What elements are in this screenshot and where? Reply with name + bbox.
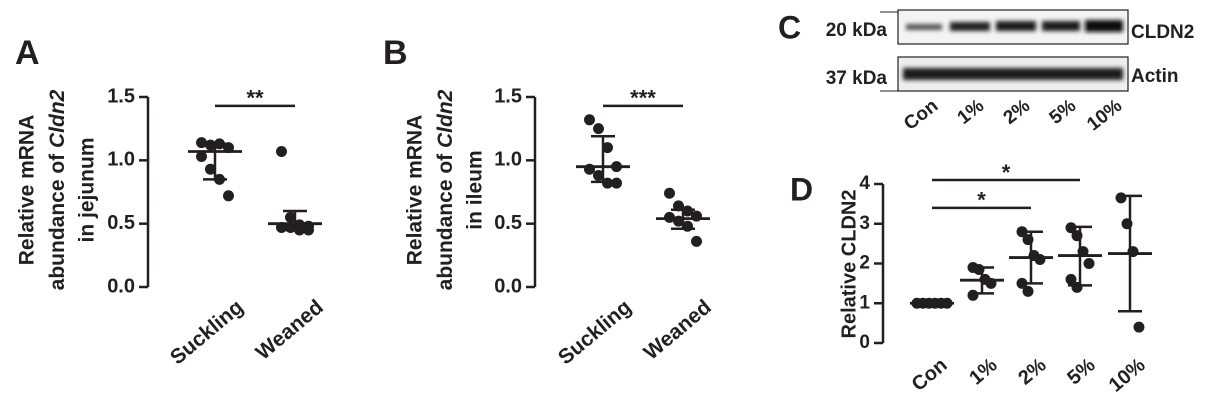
y-axis-label: in jejunum: [76, 138, 99, 243]
lane-labels: Con 1% 2% 5%10%: [900, 95, 1126, 135]
data-point: [584, 114, 595, 125]
significance-label: **: [246, 86, 264, 111]
data-point: [1023, 286, 1034, 297]
y-tick-label: 1.5: [107, 85, 135, 107]
band: [906, 24, 942, 30]
y-axis-label-part: abundance of: [434, 148, 457, 290]
data-point: [276, 146, 287, 157]
y-tick-label: 1.5: [494, 85, 522, 107]
significance-label: ***: [630, 86, 656, 111]
band: [996, 21, 1036, 31]
x-tick-label: 2%: [1014, 354, 1050, 390]
blot-bands: [903, 20, 1123, 80]
panel: A Relative mRNA abundance of Cldn2 in jejun…: [15, 34, 328, 369]
significance-label: *: [1002, 160, 1011, 185]
data-point: [611, 178, 622, 189]
y-tick-label: 0.5: [107, 212, 135, 234]
band: [1085, 20, 1123, 32]
y-axis-label-part: Cldn2: [434, 89, 457, 148]
data-point: [1035, 254, 1046, 265]
data-point: [1134, 322, 1145, 333]
protein-label: Actin: [1131, 66, 1179, 87]
x-tick-label: Weaned: [640, 295, 716, 364]
x-tick-label: Suckling: [554, 295, 636, 369]
band: [950, 22, 990, 31]
panel-letter: B: [383, 34, 408, 72]
x-tick-label: 1%: [965, 354, 1001, 390]
y-tick-label: 1.0: [107, 149, 135, 171]
lane-label: 10%: [1083, 95, 1126, 135]
y-axis-label: abundance of Cldn2: [46, 89, 69, 290]
figure: C 20 kDa 37 kDa CLDN2 Actin Con1%2%5%10%…: [0, 0, 1217, 410]
data-point: [1116, 192, 1127, 203]
panel-letter: C: [778, 9, 801, 45]
data-point: [664, 188, 675, 199]
panel-letter: D: [790, 171, 813, 207]
data-point: [968, 290, 979, 301]
protein-label: CLDN2: [1131, 22, 1194, 43]
data-point: [593, 123, 604, 134]
y-tick-label: 0.0: [494, 275, 522, 297]
marker-label: 37 kDa: [826, 68, 888, 89]
y-tick-label: 1.0: [494, 149, 522, 171]
panel-letter: A: [15, 34, 40, 72]
y-axis-label-part: Cldn2: [46, 89, 69, 148]
data-point: [1084, 258, 1095, 269]
lane-label: 1%: [954, 95, 989, 129]
y-tick-label: 2: [859, 253, 870, 274]
x-tick-label: 10%: [1105, 354, 1150, 397]
y-tick-label: 1: [859, 292, 870, 313]
data-point: [691, 236, 702, 247]
data-point: [223, 190, 234, 201]
lane-label: 5%: [1046, 95, 1081, 129]
y-axis-label: abundance of Cldn2: [434, 89, 457, 290]
lane-label: 2%: [1000, 95, 1035, 129]
lane-label: Con: [900, 95, 942, 134]
y-axis-label: Relative CLDN2: [838, 190, 860, 339]
y-axis-label-part: abundance of: [46, 148, 69, 290]
y-axis-label: in ileum: [464, 150, 487, 229]
band: [903, 68, 1123, 80]
y-tick-label: 3: [859, 213, 870, 234]
y-tick-label: 4: [859, 173, 870, 194]
significance-label: *: [977, 188, 986, 213]
x-tick-label: Con: [908, 354, 952, 396]
y-tick-label: 0: [859, 332, 870, 353]
x-tick-label: Suckling: [166, 295, 248, 369]
panel: B Relative mRNA abundance of Cldn2 in ileum…: [383, 34, 716, 369]
y-axis-label: Relative mRNA: [404, 115, 427, 266]
y-axis-label: Relative mRNA: [16, 115, 39, 266]
y-tick-label: 0.5: [494, 212, 522, 234]
band: [1042, 21, 1080, 31]
marker-label: 20 kDa: [826, 20, 888, 41]
y-tick-label: 0.0: [107, 275, 135, 297]
x-tick-label: Weaned: [252, 295, 328, 364]
x-tick-label: 5%: [1063, 354, 1099, 390]
